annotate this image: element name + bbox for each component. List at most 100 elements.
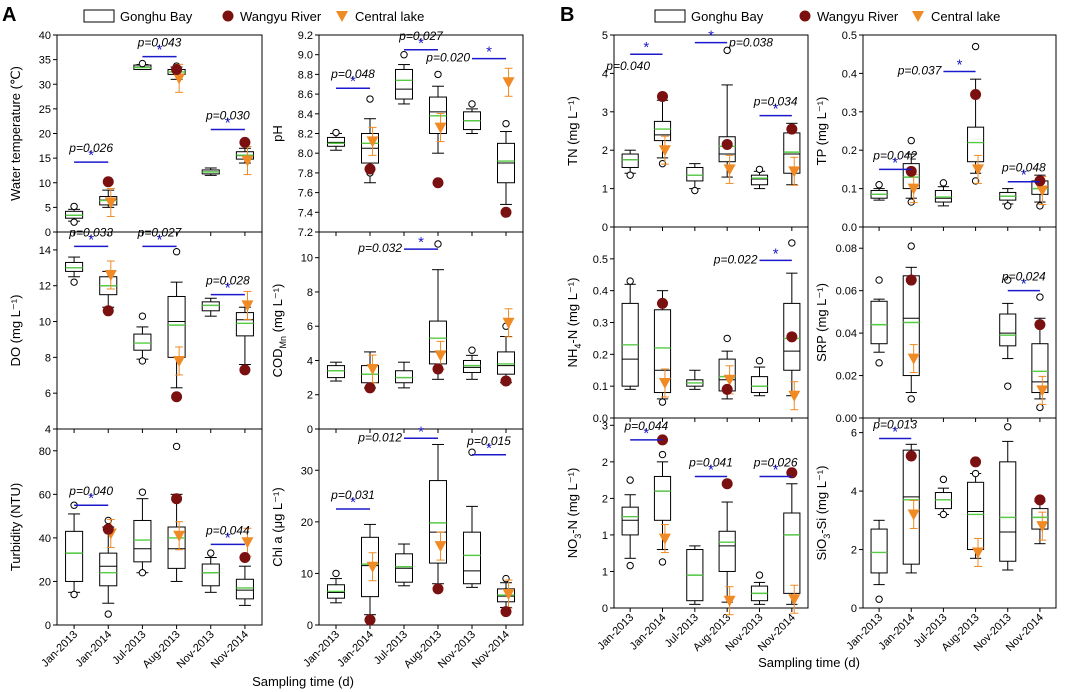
box-Aug-2013 — [429, 70, 447, 154]
box-Jul-2013 — [395, 51, 413, 105]
outlier-point — [207, 549, 215, 557]
y-tick-label: 0.4 — [842, 68, 857, 80]
y-tick-label: 8.6 — [298, 89, 313, 101]
wangyu-river-point — [102, 305, 114, 317]
outlier-point — [138, 312, 147, 320]
box-Aug-2013 — [718, 46, 736, 178]
box-Nov-2013 — [201, 549, 220, 593]
y-tick-label: 0 — [307, 424, 313, 436]
legend-b-dot-label: Wangyu River — [817, 9, 899, 24]
sig-star: * — [773, 461, 779, 478]
central-lake-point — [173, 530, 186, 542]
wangyu-river-point — [239, 551, 251, 563]
box-Nov-2014 — [235, 306, 254, 366]
sig-star: * — [892, 154, 898, 171]
wangyu-river-point — [364, 163, 376, 175]
y-tick-label: 1 — [602, 566, 608, 578]
outlier-point — [626, 171, 634, 179]
sig-p-label: p=0.044 — [205, 523, 250, 537]
sig-p-label: p=0.040 — [605, 59, 650, 73]
y-tick-label: 7.8 — [298, 168, 313, 180]
sig-p-label: p=0.032 — [357, 241, 402, 255]
outlier-point — [138, 357, 147, 365]
box-Jan-2013 — [327, 128, 345, 151]
box-Jul-2013 — [934, 475, 952, 519]
outlier-point — [400, 51, 408, 59]
outlier-point — [658, 558, 667, 566]
box-Nov-2013 — [750, 571, 769, 605]
sig-star: * — [708, 461, 714, 478]
central-lake-point — [907, 353, 920, 365]
box-Jan-2013 — [621, 149, 639, 179]
box-Aug-2013 — [429, 443, 447, 585]
sig-p-label: p=0.042 — [872, 148, 917, 162]
central-lake-point — [658, 533, 671, 545]
sig-p-label: p=0.027 — [137, 225, 183, 239]
box-Nov-2013 — [463, 100, 481, 134]
outlier-point — [70, 202, 78, 211]
plot-cod: 0 2 4 6 8 10 CODMn (mg L⁻¹) * p=0.032 — [270, 231, 524, 436]
legend-a: Gonghu Bay Wangyu River Central lake — [83, 9, 424, 24]
sig-star: * — [88, 147, 94, 164]
y-tick-label: 0.0 — [842, 222, 857, 234]
y-tick-label: 20 — [39, 129, 51, 141]
box-iqr — [201, 301, 220, 312]
box-Nov-2013 — [463, 346, 481, 380]
y-tick-label: 0.4 — [593, 286, 608, 298]
y-tick-label: 0.1 — [842, 184, 857, 196]
box-Nov-2013 — [750, 357, 769, 397]
y-tick-label: 8 — [45, 352, 51, 364]
outlier-point — [172, 442, 181, 451]
box-iqr — [395, 370, 413, 384]
y-tick-label: 0.5 — [842, 30, 857, 42]
box-Nov-2014 — [1031, 293, 1049, 412]
panel-a-header: A Gonghu Bay Wangyu River Central lake — [2, 4, 424, 26]
wangyu-river-point — [657, 297, 668, 309]
legend-a-dot-swatch — [222, 10, 234, 22]
box-iqr — [65, 530, 84, 582]
wangyu-river-point — [432, 363, 444, 375]
box-Jan-2013 — [870, 181, 888, 201]
central-lake-point — [658, 145, 671, 157]
box-iqr — [686, 166, 704, 182]
y-tick-label: 0.06 — [836, 286, 857, 298]
wangyu-river-point — [721, 138, 733, 150]
outlier-point — [658, 450, 667, 459]
y-tick-label: 0.2 — [842, 145, 857, 157]
box-Jan-2013 — [327, 569, 345, 604]
y-tick-label: 30 — [39, 79, 51, 91]
outlier-point — [172, 248, 181, 256]
box-Nov-2014 — [497, 322, 515, 384]
outlier-point — [138, 488, 147, 496]
outlier-point — [332, 128, 340, 137]
y-tick-label: 8.0 — [298, 148, 313, 160]
outlier-point — [1004, 382, 1012, 390]
outlier-point — [875, 359, 883, 367]
panel-a-letter: A — [2, 4, 16, 26]
y-tick-label: 3 — [602, 420, 608, 432]
central-lake-point — [241, 300, 254, 312]
central-lake-point — [104, 197, 117, 209]
box-Jan-2013 — [621, 277, 639, 390]
box-iqr — [133, 333, 152, 351]
central-lake-point — [502, 589, 515, 601]
sig-star: * — [157, 231, 163, 248]
x-tick-label: Jan-2014 — [73, 629, 114, 670]
legend-b: Gonghu Bay Wangyu River Central lake — [654, 9, 1000, 24]
wangyu-river-point — [905, 450, 917, 462]
y-tick-label: 1 — [602, 184, 608, 196]
central-lake-point — [366, 364, 379, 376]
y-tick-label: 30 — [301, 465, 313, 477]
sig-p-label: p=0.038 — [728, 36, 773, 50]
legend-a-tri-label: Central lake — [355, 9, 424, 24]
wangyu-river-point — [970, 89, 982, 101]
outlier-point — [875, 276, 883, 284]
central-lake-point — [788, 594, 801, 606]
wangyu-river-point — [786, 123, 798, 135]
box-iqr — [902, 275, 920, 377]
plot-turb: 0 20 40 60 80 Turbidity (NTU) Jan-2013Jan-2014… — [8, 428, 263, 671]
outlier-point — [755, 571, 764, 579]
wangyu-river-point — [364, 382, 376, 394]
sig-p-label: p=0.026 — [753, 455, 798, 469]
